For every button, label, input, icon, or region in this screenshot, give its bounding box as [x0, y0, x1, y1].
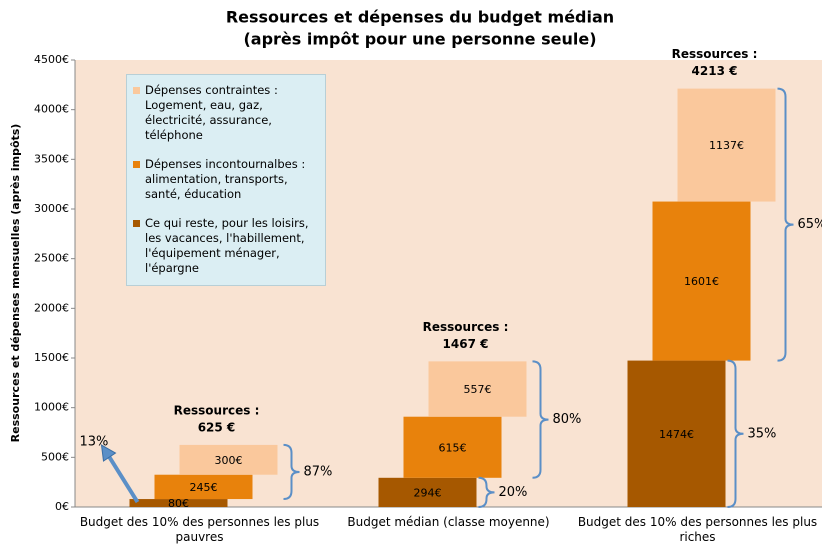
chart-title: Ressources et dépenses du budget médian [226, 8, 614, 27]
bar-segment [378, 477, 477, 507]
share-label: 35% [748, 426, 777, 441]
brace [283, 443, 300, 501]
y-tick-label: 2000€ [34, 301, 69, 314]
bar-segment [627, 360, 726, 507]
y-tick-label: 2500€ [34, 252, 69, 265]
legend-swatch [133, 220, 140, 227]
bar-segment [403, 416, 502, 478]
value-label: 557€ [464, 383, 492, 396]
x-tick-label: Budget des 10% des personnes les plus pa… [79, 515, 320, 544]
value-label: 294€ [414, 486, 442, 499]
y-tick-label: 1500€ [34, 351, 69, 364]
legend-swatch [133, 161, 140, 168]
y-tick-label: 4000€ [34, 103, 69, 116]
share-label: 87% [304, 464, 333, 479]
legend-swatch [133, 87, 140, 94]
resources-total: 625 € [198, 420, 236, 434]
bar-segment [652, 201, 751, 361]
share-label: 20% [499, 485, 528, 500]
value-label: 300€ [215, 454, 243, 467]
legend-item: Dépenses contraintes : Logement, eau, ga… [133, 83, 319, 143]
y-tick-label: 4500€ [34, 53, 69, 66]
legend-text: Dépenses incontournalbes : alimentation,… [145, 157, 306, 201]
y-axis-label: Ressources et dépenses mensuelles (après… [9, 124, 22, 443]
value-label: 1137€ [709, 139, 744, 152]
arrow [105, 452, 140, 504]
y-tick-label: 3500€ [34, 152, 69, 165]
legend-item: Dépenses incontournalbes : alimentation,… [133, 157, 319, 202]
brace [532, 360, 549, 479]
legend-item: Ce qui reste, pour les loisirs, les vaca… [133, 216, 319, 276]
chart-subtitle: (après impôt pour une personne seule) [243, 30, 596, 49]
value-label: 1474€ [659, 428, 694, 441]
y-tick-label: 0€ [55, 500, 69, 513]
share-label: 13% [80, 435, 109, 450]
resources-total: 1467 € [443, 337, 489, 351]
legend-text: Dépenses contraintes : Logement, eau, ga… [145, 83, 278, 142]
y-tick-label: 500€ [41, 450, 69, 463]
value-label: 80€ [168, 497, 189, 510]
brace [727, 359, 744, 508]
value-label: 615€ [439, 441, 467, 454]
legend-text: Ce qui reste, pour les loisirs, les vaca… [145, 216, 309, 275]
x-tick-label: Budget médian (classe moyenne) [347, 515, 550, 529]
resources-label: Ressources : [174, 403, 260, 417]
bar-segment [129, 499, 228, 507]
x-tick-label: Budget des 10% des personnes les plus ri… [577, 515, 818, 544]
bar-segment [428, 361, 527, 417]
y-tick-label: 1000€ [34, 401, 69, 414]
value-label: 245€ [190, 481, 218, 494]
resources-label: Ressources : [423, 320, 509, 334]
share-label: 80% [553, 412, 582, 427]
resources-label: Ressources : [672, 47, 758, 61]
brace [777, 87, 794, 362]
legend: Dépenses contraintes : Logement, eau, ga… [126, 74, 326, 286]
value-label: 1601€ [684, 275, 719, 288]
bar-segment [677, 88, 776, 202]
resources-total: 4213 € [692, 64, 738, 78]
bar-segment [154, 474, 253, 500]
y-tick-label: 3000€ [34, 202, 69, 215]
arrow-head [100, 444, 117, 462]
share-label: 65% [798, 217, 822, 232]
bar-segment [179, 444, 278, 475]
brace [478, 476, 495, 508]
